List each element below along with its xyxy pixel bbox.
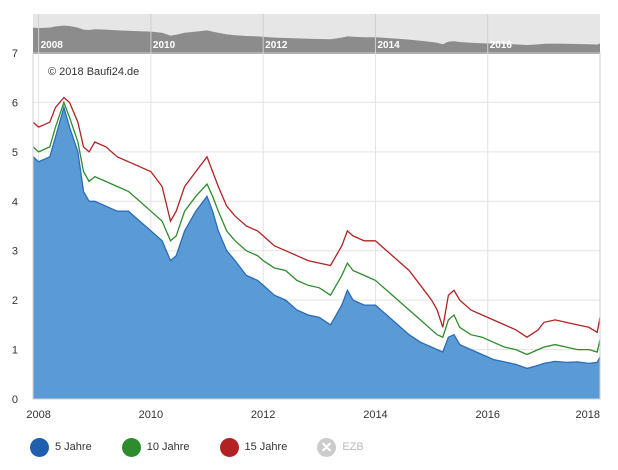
series-line-10-jahre	[32, 100, 601, 356]
x-tick-label: 2012	[251, 409, 275, 421]
legend-item-5-jahre[interactable]: 5 Jahre	[30, 437, 92, 457]
y-axis: 0 1 2 3 4 5 6 7	[12, 48, 18, 406]
series-layer	[32, 96, 601, 400]
navigator-tick-label: 2008	[41, 40, 64, 51]
navigator-series	[33, 25, 600, 54]
x-axis: 2008 2010 2012 2014 2016 2018	[26, 409, 600, 421]
legend-label: EZB	[342, 441, 364, 453]
y-tick-label: 3	[12, 246, 18, 258]
x-tick-label: 2008	[26, 409, 50, 421]
legend-marker	[219, 437, 239, 457]
legend-marker	[30, 437, 49, 457]
legend-item-15-jahre[interactable]: 15 Jahre	[219, 437, 288, 457]
navigator-tick-label: 2012	[265, 40, 288, 51]
y-tick-label: 6	[12, 97, 18, 109]
x-tick-label: 2014	[363, 409, 387, 421]
navigator-tick-label: 2010	[153, 40, 176, 51]
legend-label: 10 Jahre	[146, 441, 190, 453]
navigator-tick-label: 2016	[490, 40, 513, 51]
y-tick-label: 7	[12, 48, 18, 60]
y-tick-label: 0	[12, 394, 18, 406]
navigator-axis: 2008 2010 2012 2014 2016	[38, 14, 513, 54]
legend-item-ezb[interactable]: EZB	[317, 437, 364, 457]
legend: 5 Jahre 10 Jahre 15 Jahre EZB	[30, 436, 394, 458]
x-tick-label: 2010	[139, 409, 163, 421]
legend-label: 15 Jahre	[244, 441, 288, 453]
y-tick-label: 1	[12, 345, 18, 357]
legend-item-10-jahre[interactable]: 10 Jahre	[121, 437, 190, 457]
y-tick-label: 5	[12, 147, 18, 159]
series-line-15-jahre	[32, 96, 601, 338]
navigator-tick-label: 2014	[377, 40, 400, 51]
legend-marker	[121, 437, 141, 457]
chart-credit: © 2018 Baufi24.de	[48, 66, 139, 78]
x-tick-label: 2018	[576, 409, 600, 421]
x-tick-label: 2016	[475, 409, 499, 421]
y-tick-label: 4	[12, 196, 18, 208]
series-area-5-jahre	[33, 107, 600, 400]
series-line-5-jahre	[32, 105, 601, 370]
plot-frame	[32, 52, 601, 400]
legend-label: 5 Jahre	[55, 441, 92, 453]
y-tick-label: 2	[12, 295, 18, 307]
close-icon	[317, 437, 337, 457]
